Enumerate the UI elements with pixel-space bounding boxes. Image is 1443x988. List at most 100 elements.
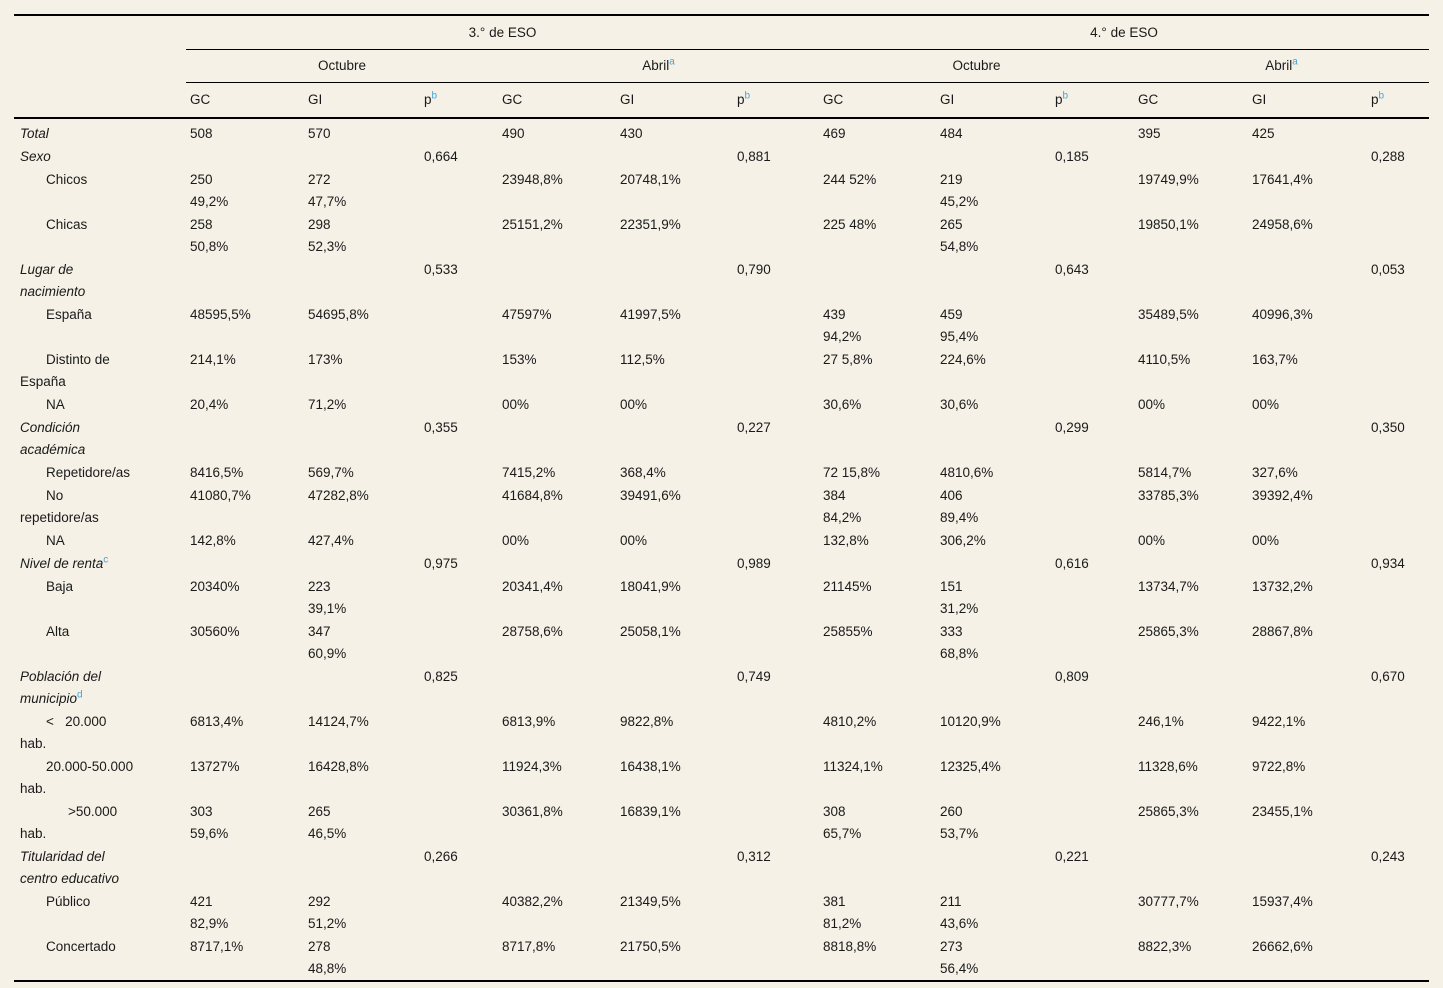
col-header-gc: GC — [1134, 82, 1248, 119]
p-value-cell — [733, 168, 819, 213]
data-cell: 30361,8% — [502, 804, 563, 819]
row-label: Distinto de España — [20, 352, 110, 389]
p-value-cell — [1051, 213, 1134, 258]
data-cell: 381 81,2% — [823, 894, 862, 931]
col-header-gi: GI — [936, 82, 1051, 119]
data-cell — [304, 552, 420, 575]
data-cell: 16438,1% — [620, 759, 681, 774]
row-label: Total — [20, 126, 49, 141]
p-value-cell: 0,266 — [424, 849, 458, 864]
p-value-cell — [1367, 529, 1429, 552]
data-cell: 9722,8% — [1252, 759, 1306, 774]
data-cell: 47282,8% — [308, 488, 369, 503]
data-cell — [498, 845, 616, 890]
data-cell: 395 — [1138, 126, 1161, 141]
data-cell — [1134, 552, 1248, 575]
data-cell: 00% — [1138, 397, 1166, 412]
data-cell — [1248, 665, 1367, 710]
p-value-cell — [1051, 461, 1134, 484]
row-label: < 20.000 hab. — [20, 714, 107, 751]
row-label: NA — [46, 397, 65, 412]
data-cell — [1248, 258, 1367, 303]
data-cell: 225 48% — [823, 217, 877, 232]
p-value-cell: 0,616 — [1055, 556, 1089, 571]
group-header-3eso: 3.° de ESO — [186, 15, 819, 50]
data-cell: 439 94,2% — [823, 307, 862, 344]
p-value-cell — [1051, 303, 1134, 348]
footnote-link-b[interactable]: b — [431, 90, 438, 102]
p-value-cell — [733, 755, 819, 800]
data-cell: 490 — [502, 126, 525, 141]
data-cell: 4110,5% — [1138, 352, 1191, 367]
data-cell: 9822,8% — [620, 714, 674, 729]
column-header-row: GC GI pb GC GI pb GC GI pb GC GI pb — [14, 82, 1429, 119]
p-value-cell — [420, 348, 498, 393]
data-cell: 17641,4% — [1252, 172, 1313, 187]
table-row: No repetidore/as 41080,7% 47282,8% 41684,8%… — [14, 484, 1429, 529]
p-value-cell — [733, 529, 819, 552]
col-header-gc: GC — [498, 82, 616, 119]
data-cell — [936, 416, 1051, 461]
data-cell: 30,6% — [940, 397, 979, 412]
footnote-link-b[interactable]: b — [1062, 90, 1069, 102]
table-row: Población del municipiod 0,825 0,749 0,809 0… — [14, 665, 1429, 710]
data-cell: 35489,5% — [1138, 307, 1199, 322]
p-value-cell: 0,533 — [424, 262, 458, 277]
p-value-cell: 0,881 — [737, 149, 771, 164]
data-cell: 406 89,4% — [940, 488, 979, 525]
data-cell — [819, 145, 936, 168]
p-value-cell: 0,790 — [737, 262, 771, 277]
data-cell: 244 52% — [823, 172, 877, 187]
footnote-link-b[interactable]: b — [744, 90, 751, 102]
p-value-cell — [1051, 118, 1134, 145]
data-cell: 22351,9% — [620, 217, 681, 232]
row-label: No repetidore/as — [20, 488, 99, 525]
p-value-cell — [733, 348, 819, 393]
p-value-cell — [1367, 620, 1429, 665]
table-row: Sexo 0,664 0,881 0,185 0,288 — [14, 145, 1429, 168]
p-value-cell — [1051, 710, 1134, 755]
data-cell: 384 84,2% — [823, 488, 862, 525]
data-cell — [186, 416, 304, 461]
p-value-cell: 0,975 — [424, 556, 458, 571]
data-cell: 347 60,9% — [308, 624, 347, 661]
data-cell: 41684,8% — [502, 488, 563, 503]
footnote-link-b[interactable]: b — [1378, 90, 1385, 102]
data-cell: 153% — [502, 352, 537, 367]
row-label: Público — [46, 894, 91, 909]
p-value-cell: 0,670 — [1371, 669, 1405, 684]
p-value-cell — [1367, 575, 1429, 620]
data-cell: 30777,7% — [1138, 894, 1199, 909]
footnote-link-a[interactable]: a — [669, 56, 675, 68]
footnote-link-a[interactable]: a — [1292, 56, 1298, 68]
table-row: Público 421 82,9% 292 51,2% 40382,2% 21349,5… — [14, 890, 1429, 935]
data-cell: 211 43,6% — [940, 894, 979, 931]
data-cell: 23948,8% — [502, 172, 563, 187]
table-row: Distinto de España 214,1% 173% 153% 112,5% 27… — [14, 348, 1429, 393]
data-cell: 8818,8% — [823, 939, 877, 954]
data-cell: 14124,7% — [308, 714, 369, 729]
row-label: Repetidore/as — [46, 465, 131, 480]
p-value-cell: 0,355 — [424, 420, 458, 435]
table-row: Total 508 570 490 430 469 484 395 425 — [14, 118, 1429, 145]
p-value-cell — [733, 213, 819, 258]
data-cell: 327,6% — [1252, 465, 1298, 480]
period-header-octubre-3eso: Octubre — [186, 49, 498, 83]
data-cell: 508 — [190, 126, 213, 141]
data-cell: 163,7% — [1252, 352, 1298, 367]
data-cell: 41080,7% — [190, 488, 251, 503]
p-value-cell — [420, 575, 498, 620]
period-label: Octubre — [952, 58, 1001, 73]
table-row: NA 142,8% 427,4% 00% 00% 132,8% 306,2% 00% 00% — [14, 529, 1429, 552]
period-header-row: Octubre Abrila Octubre Abrila — [14, 49, 1429, 83]
data-cell: 72 15,8% — [823, 465, 881, 480]
table-row: Alta 30560% 347 60,9% 28758,6% 25058,1% 25855… — [14, 620, 1429, 665]
footnote-link-c[interactable]: c — [103, 554, 109, 566]
data-cell: 00% — [1138, 533, 1166, 548]
data-cell — [1134, 145, 1248, 168]
footnote-link-d[interactable]: d — [77, 689, 83, 701]
data-cell: 173% — [308, 352, 343, 367]
data-cell: 00% — [620, 533, 648, 548]
period-header-abril-3eso: Abrila — [498, 49, 819, 83]
data-cell: 30560% — [190, 624, 240, 639]
